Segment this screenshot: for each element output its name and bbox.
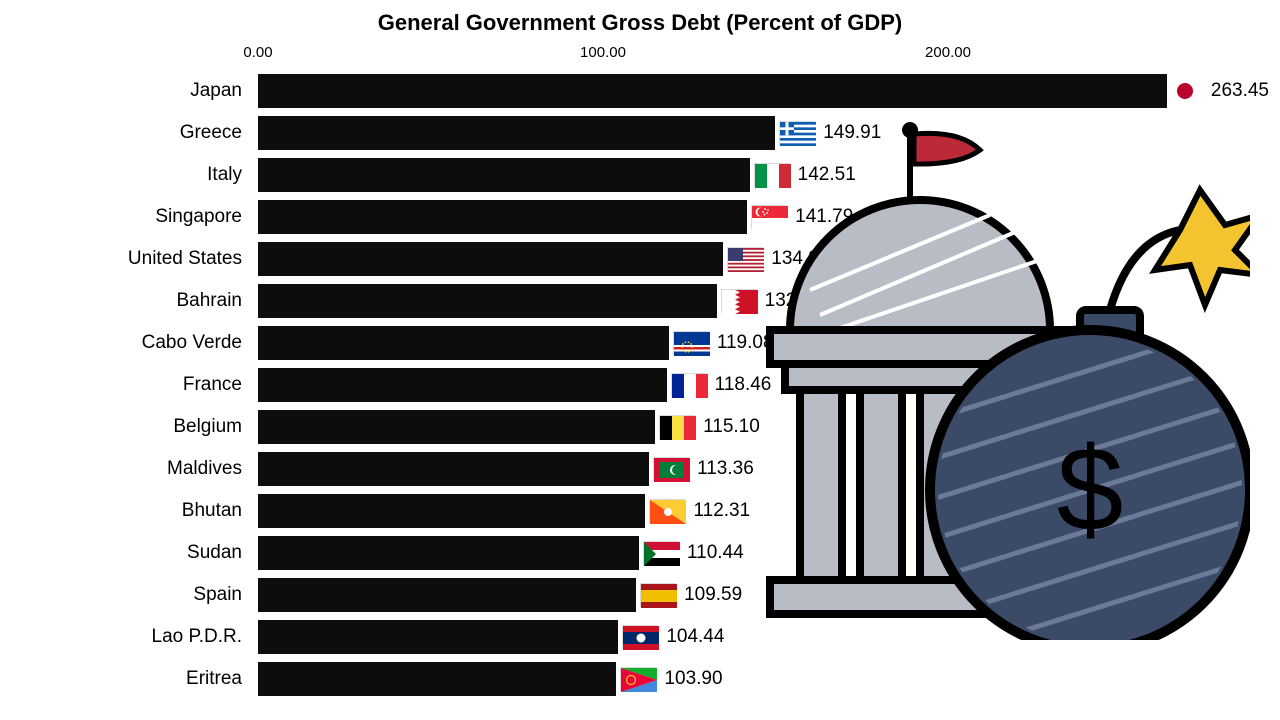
flag-mv-icon	[653, 457, 689, 481]
flag-es-icon	[640, 583, 676, 607]
country-label: Cabo Verde	[0, 332, 250, 354]
bar	[258, 452, 649, 486]
bar-row: Sudan 110.44	[0, 532, 1280, 574]
country-label: Bahrain	[0, 290, 250, 312]
flag-jp-dot	[1177, 82, 1193, 100]
bar-value: 118.46	[715, 374, 772, 396]
bar-row: United States 134.87	[0, 238, 1280, 280]
bar-value: 112.31	[693, 500, 750, 522]
country-label: Lao P.D.R.	[0, 626, 250, 648]
bar-row: Maldives 113.36	[0, 448, 1280, 490]
bar-value: 115.10	[703, 416, 760, 438]
bar-row: Greece 149.91	[0, 112, 1280, 154]
bar-value: 142.51	[798, 164, 856, 186]
country-label: Singapore	[0, 206, 250, 228]
bar-row: France 118.46	[0, 364, 1280, 406]
bar	[258, 536, 639, 570]
bar-row: Singapore 141.79	[0, 196, 1280, 238]
bar-row: Belgium 115.10	[0, 406, 1280, 448]
bar-value: 110.44	[687, 542, 744, 564]
bar-value: 113.36	[697, 458, 754, 480]
bar-value: 104.44	[666, 626, 724, 648]
bar-value: 119.08	[717, 332, 774, 354]
axis-tick: 200.00	[925, 44, 971, 61]
flag-gr-icon	[779, 121, 815, 145]
country-label: France	[0, 374, 250, 396]
flag-us-icon	[727, 247, 763, 271]
bar-value: 103.90	[664, 668, 722, 690]
bar	[258, 620, 618, 654]
flag-la-icon	[622, 625, 658, 649]
x-axis: 0.00 100.00 200.00	[0, 40, 1280, 70]
bar	[258, 158, 750, 192]
flag-sg-icon	[751, 205, 787, 229]
bar-row: Lao P.D.R. 104.44	[0, 616, 1280, 658]
bar	[258, 116, 775, 150]
flag-it-icon	[754, 163, 790, 187]
bar	[258, 74, 1167, 108]
bar-value: 149.91	[823, 122, 881, 144]
bar-row: Cabo Verde 119.08	[0, 322, 1280, 364]
bar	[258, 242, 723, 276]
flag-bh-icon	[721, 289, 757, 313]
axis-tick: 0.00	[243, 44, 272, 61]
country-label: Eritrea	[0, 668, 250, 690]
country-label: United States	[0, 248, 250, 270]
bar-value: 109.59	[684, 584, 742, 606]
country-label: Italy	[0, 164, 250, 186]
flag-sd-icon	[643, 541, 679, 565]
country-label: Maldives	[0, 458, 250, 480]
bar	[258, 200, 747, 234]
flag-fr-icon	[671, 373, 707, 397]
bar-row: Bhutan 112.31	[0, 490, 1280, 532]
country-label: Spain	[0, 584, 250, 606]
bar-row: Italy 142.51	[0, 154, 1280, 196]
bar-value: 263.45	[1211, 80, 1269, 102]
axis-tick: 100.00	[580, 44, 626, 61]
flag-bt-icon	[649, 499, 685, 523]
bar-rows: Japan 263.45 Greece 149.91 Italy 142.51 Singap…	[0, 70, 1280, 700]
bar	[258, 578, 636, 612]
bar-value: 134.87	[771, 248, 829, 270]
country-label: Sudan	[0, 542, 250, 564]
bar-value: 141.79	[795, 206, 853, 228]
bar-row: Eritrea 103.90	[0, 658, 1280, 700]
country-label: Greece	[0, 122, 250, 144]
bar-value: 132.94	[765, 290, 823, 312]
flag-be-icon	[659, 415, 695, 439]
bar-row: Spain 109.59	[0, 574, 1280, 616]
flag-er-icon	[620, 667, 656, 691]
flag-cv-icon	[673, 331, 709, 355]
bar-row: Bahrain 132.94	[0, 280, 1280, 322]
country-label: Japan	[0, 80, 250, 102]
debt-bar-chart: 0.00 100.00 200.00 Japan 263.45 Greece 149.91…	[0, 40, 1280, 720]
bar	[258, 326, 669, 360]
bar	[258, 284, 717, 318]
bar	[258, 368, 667, 402]
bar	[258, 410, 655, 444]
country-label: Bhutan	[0, 500, 250, 522]
bar	[258, 662, 616, 696]
bar	[258, 494, 645, 528]
bar-row: Japan 263.45	[0, 70, 1280, 112]
country-label: Belgium	[0, 416, 250, 438]
chart-title: General Government Gross Debt (Percent o…	[0, 10, 1280, 36]
